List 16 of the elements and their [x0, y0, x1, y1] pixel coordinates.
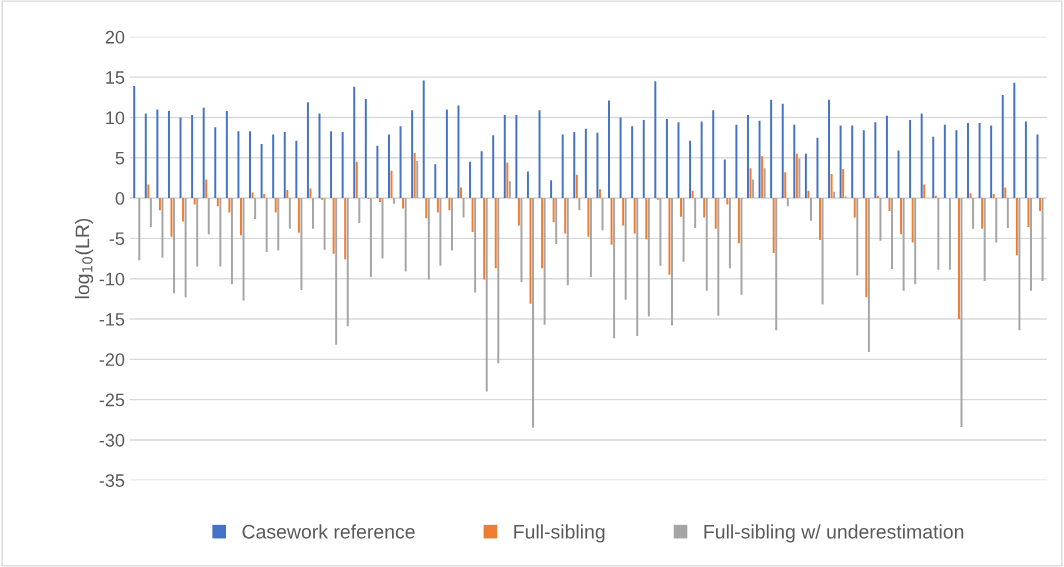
legend-label: Casework reference: [242, 524, 415, 539]
y-tick-label: 10: [106, 111, 125, 125]
y-tick-label: -30: [99, 433, 125, 447]
y-axis-title: log$_{10}$(LR): [75, 218, 94, 299]
y-tick-label: -25: [99, 393, 125, 407]
y-tick-label: 5: [115, 151, 125, 165]
legend-label: Full-sibling w/ underestimation: [704, 524, 964, 543]
y-tick-label: 20: [105, 30, 125, 44]
legend-label: Full-sibling: [514, 524, 605, 543]
y-tick-label: -10: [99, 272, 125, 286]
y-tick-label: -5: [109, 232, 125, 246]
y-tick-label: -20: [99, 353, 125, 367]
y-tick-label: 0: [115, 192, 125, 205]
y-tick-label: -15: [99, 313, 125, 326]
y-tick-label: 15: [106, 71, 125, 84]
y-tick-label: -35: [99, 474, 125, 487]
